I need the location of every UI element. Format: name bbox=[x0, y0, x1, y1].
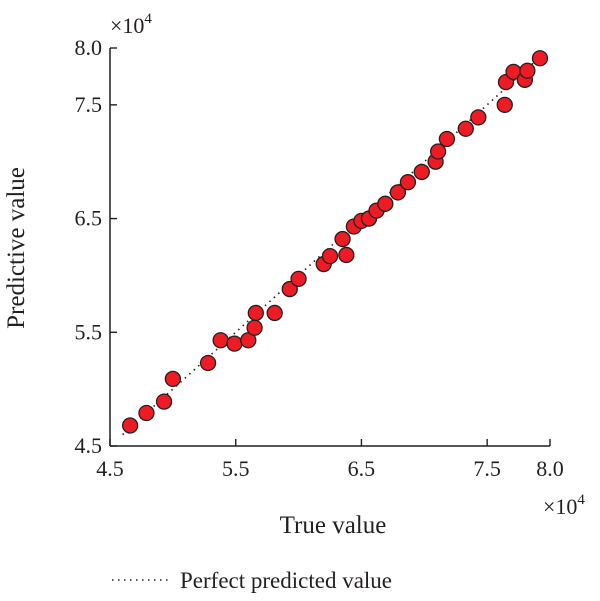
x-tick-label: 6.5 bbox=[348, 456, 376, 481]
y-tick-label: 5.5 bbox=[75, 319, 103, 344]
data-point bbox=[519, 62, 536, 79]
data-point bbox=[429, 143, 447, 160]
data-point bbox=[290, 270, 307, 287]
data-point bbox=[438, 130, 456, 148]
data-point bbox=[212, 332, 229, 349]
data-point bbox=[155, 393, 173, 410]
x-tick-label: 8.0 bbox=[536, 456, 564, 481]
y-tick-label: 7.5 bbox=[75, 92, 103, 117]
x-tick-label: 5.5 bbox=[222, 456, 250, 481]
legend-label: Perfect predicted value bbox=[180, 568, 392, 593]
data-point bbox=[164, 370, 182, 388]
x-axis-exponent: 4 bbox=[577, 492, 585, 508]
data-point bbox=[338, 246, 355, 264]
data-point bbox=[399, 174, 417, 191]
x-axis-multiplier: ×104 bbox=[543, 492, 585, 519]
data-point bbox=[281, 280, 298, 298]
y-axis-title: Predictive value bbox=[3, 167, 30, 329]
x-tick-label: 4.5 bbox=[96, 456, 124, 481]
data-point bbox=[266, 304, 283, 322]
y-axis-exponent: 4 bbox=[144, 11, 152, 27]
y-axis-multiplier: ×104 bbox=[110, 11, 152, 38]
data-point bbox=[121, 417, 139, 434]
data-point bbox=[457, 120, 474, 137]
x-axis-title: True value bbox=[280, 512, 387, 539]
data-point bbox=[138, 404, 155, 422]
x-tick-label: 7.5 bbox=[473, 456, 501, 481]
data-point bbox=[496, 96, 513, 114]
data-points bbox=[121, 50, 549, 434]
y-tick-label: 4.5 bbox=[75, 433, 103, 458]
axes: 4.5 5.5 6.5 7.5 8.0 4.5 5.5 6.5 7.5 8.0 bbox=[75, 35, 564, 481]
y-tick-label: 8.0 bbox=[75, 35, 103, 60]
data-point bbox=[247, 304, 264, 322]
y-tick-label: 6.5 bbox=[75, 206, 103, 231]
data-point bbox=[470, 109, 487, 126]
data-point bbox=[246, 319, 263, 336]
data-point bbox=[377, 195, 394, 212]
data-point bbox=[389, 184, 407, 201]
data-point bbox=[226, 335, 243, 352]
data-point bbox=[199, 354, 217, 372]
data-point bbox=[531, 50, 549, 67]
data-point bbox=[334, 230, 351, 248]
data-point bbox=[413, 163, 430, 181]
data-point bbox=[321, 247, 339, 265]
